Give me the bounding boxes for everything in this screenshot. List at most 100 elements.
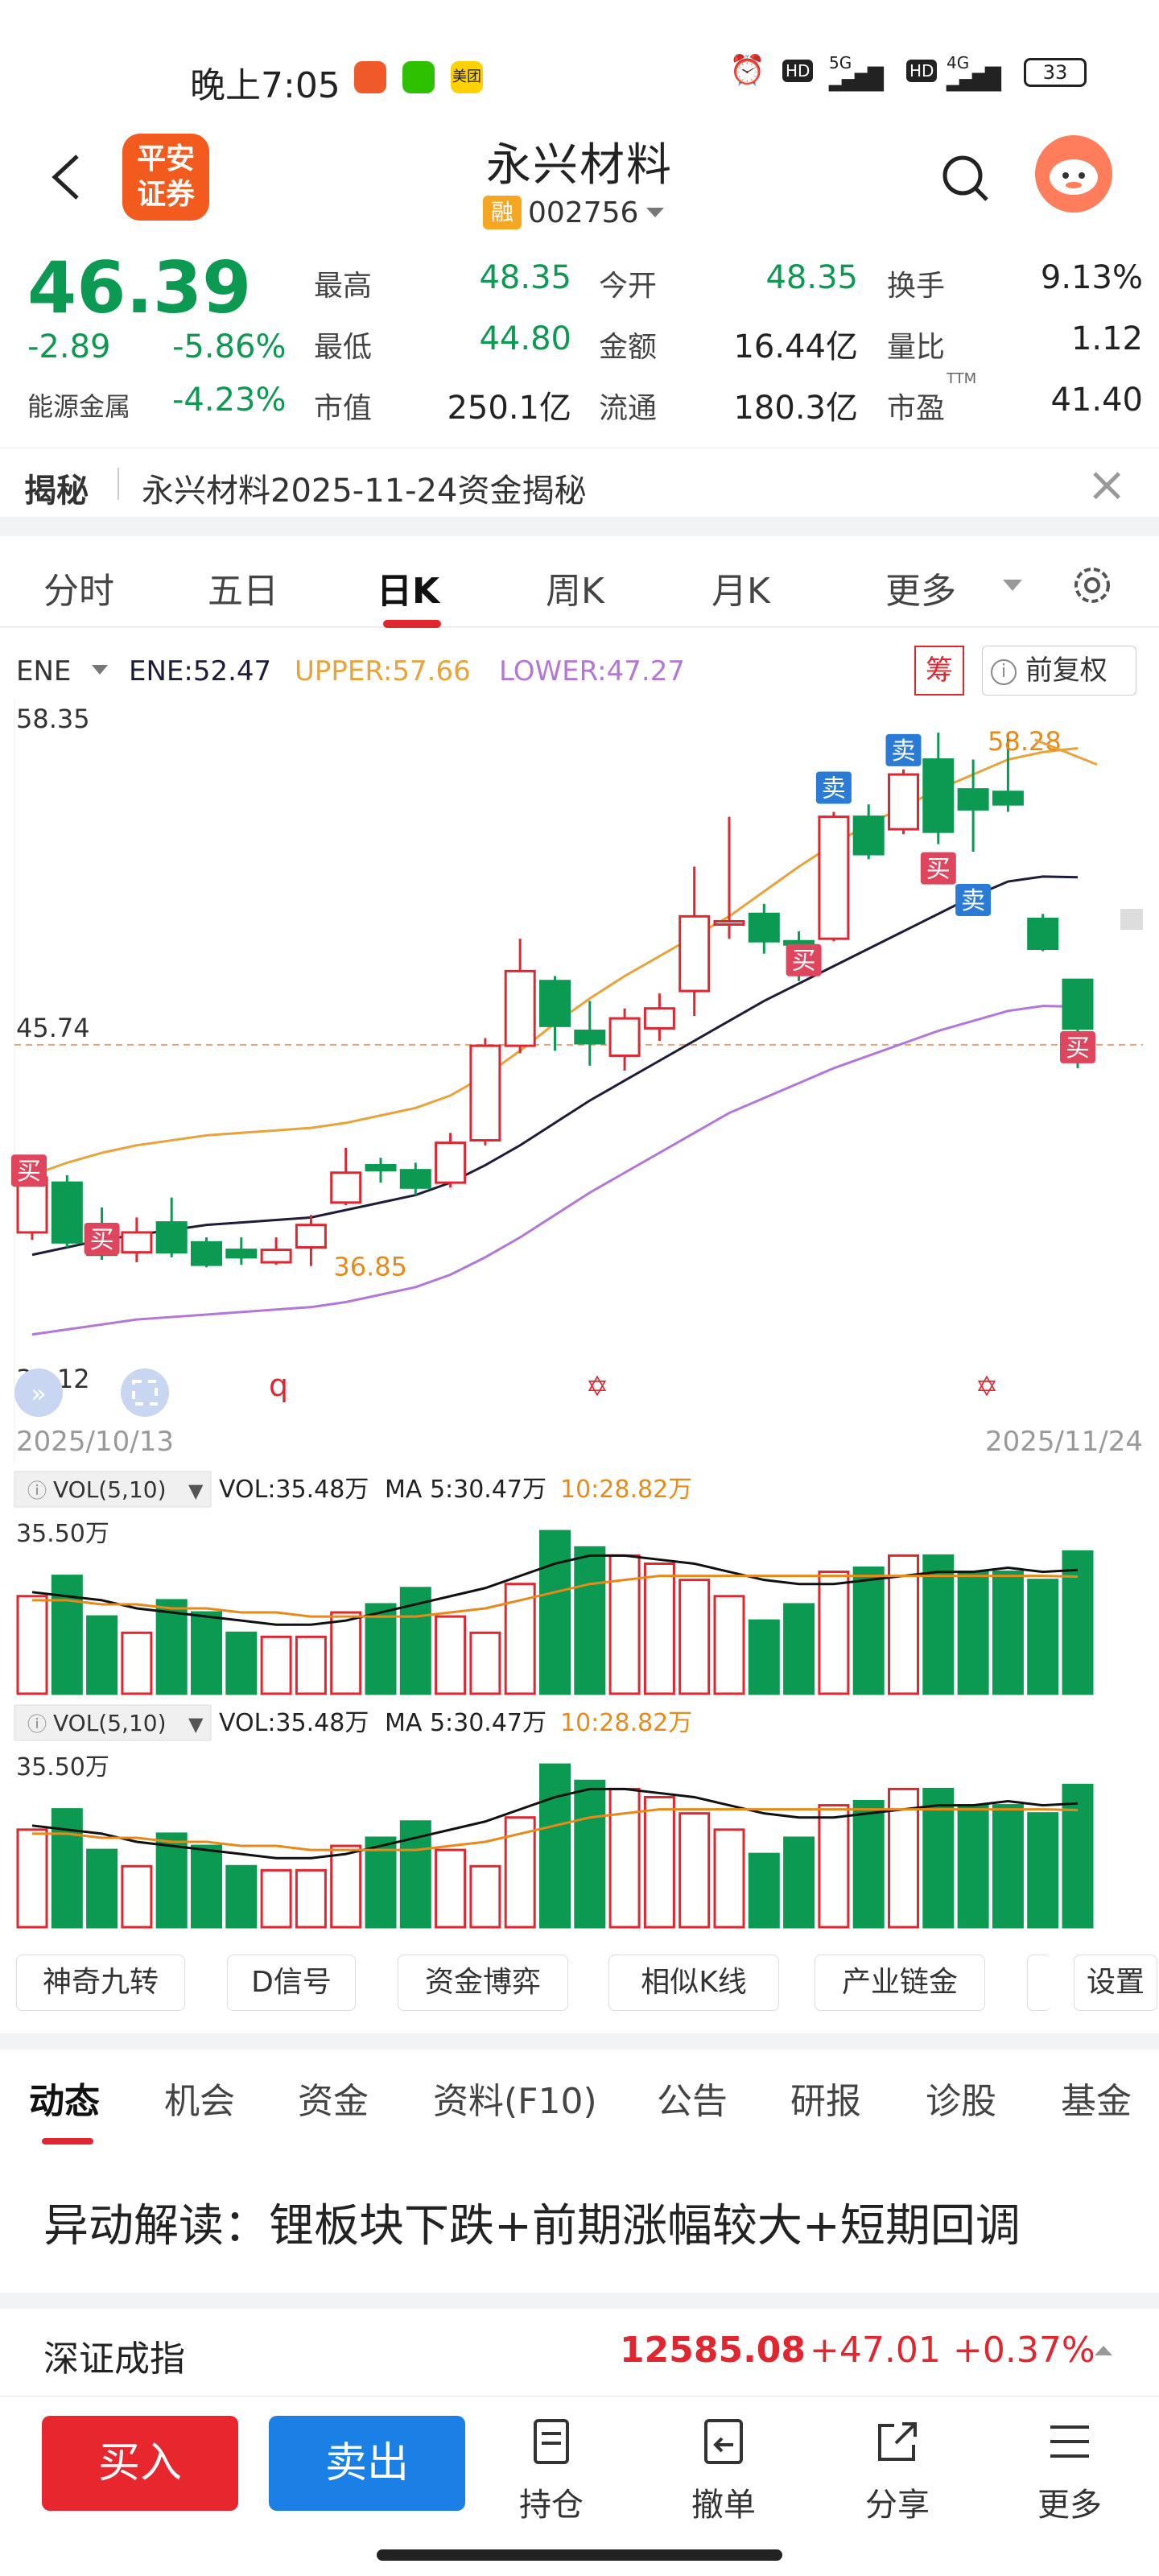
gear-icon[interactable] — [1070, 564, 1114, 607]
low-value: 44.80 — [479, 320, 571, 357]
share-button[interactable]: 分享 — [845, 2416, 950, 2525]
info-icon: ⓘ — [27, 1713, 47, 1736]
volume-ma10-line — [32, 1808, 1079, 1852]
chevron-up-icon[interactable] — [1093, 2343, 1114, 2359]
stock-name: 永兴材料 — [486, 139, 673, 192]
volume-bar — [922, 1787, 955, 1929]
quote-panel: 46.39 -2.89 -5.86% 能源金属 -4.23% 最高 48.35 … — [0, 242, 1159, 435]
volume-ma10: 10:28.82万 — [560, 1476, 692, 1504]
sector-pct: -4.23% — [172, 382, 287, 419]
volume-bar — [678, 1579, 711, 1695]
chip-overflow[interactable] — [1027, 1955, 1051, 2011]
high-value: 48.35 — [479, 259, 571, 296]
sell-button[interactable]: 卖出 — [269, 2416, 465, 2511]
tab-five-day[interactable]: 五日 — [208, 571, 278, 612]
date-start-label: 2025/10/13 — [16, 1426, 174, 1458]
cancel-order-button[interactable]: 撤单 — [671, 2416, 776, 2525]
pe-ttm-mark: TTM — [947, 370, 977, 387]
buy-button[interactable]: 买入 — [42, 2416, 238, 2511]
candle-body — [225, 1249, 258, 1259]
back-arrow-icon[interactable] — [48, 153, 84, 201]
tab-fund[interactable]: 基金 — [1061, 2081, 1132, 2122]
volume-bar — [888, 1554, 919, 1695]
chip-distribution-button[interactable]: 筹 — [914, 646, 964, 696]
tab-weekly-k[interactable]: 周K — [546, 571, 604, 612]
volume-bar — [86, 1615, 118, 1695]
volume-bar — [121, 1631, 153, 1695]
chevron-down-icon: ▼ — [188, 1480, 204, 1502]
indicator-line: ENE ENE:52.47 UPPER:57.66 LOWER:47.27 筹 … — [0, 644, 1159, 696]
volume-selector — [14, 1471, 212, 1508]
status-time: 晚上7:05 — [190, 65, 340, 106]
chip-similar-k[interactable]: 相似K线 — [608, 1955, 779, 2011]
broker-logo-line2: 证券 — [136, 178, 195, 211]
tab-announcements[interactable]: 公告 — [657, 2081, 728, 2122]
volume-bar — [51, 1808, 83, 1929]
candle-body — [399, 1169, 431, 1189]
price-marker — [1120, 909, 1143, 931]
chip-fund-game[interactable]: 资金博弈 — [398, 1955, 568, 2011]
volume-y-label: 35.50万 — [16, 1520, 109, 1548]
close-icon[interactable]: × — [1087, 456, 1128, 513]
section-gap — [0, 517, 1159, 536]
battery-icon: 33 — [1024, 58, 1087, 87]
fund-reveal-banner[interactable]: 揭秘 永兴材料2025-11-24资金揭秘 × — [0, 448, 1159, 517]
volume-bar — [574, 1546, 606, 1695]
tab-opportunity[interactable]: 机会 — [164, 2081, 235, 2122]
volume-bar — [922, 1554, 955, 1695]
tab-daily-k[interactable]: 日K — [377, 571, 440, 612]
volume-bar — [260, 1868, 292, 1929]
tab-f10[interactable]: 资料(F10) — [433, 2081, 597, 2122]
chip-d-signal[interactable]: D信号 — [227, 1955, 356, 2011]
more-button[interactable]: 更多 — [1017, 2416, 1122, 2525]
low-label: 最低 — [314, 331, 373, 364]
hd-badge: HD — [782, 60, 814, 82]
feature-chips: 神奇九转 D信号 资金博弈 相似K线 产业链金 设置 — [0, 1948, 1159, 2021]
adjust-label: 前复权 — [1025, 654, 1107, 687]
tab-more[interactable]: 更多 — [885, 571, 956, 612]
tab-news[interactable]: 动态 — [29, 2081, 100, 2122]
chevron-down-icon — [646, 208, 665, 217]
settings-chip[interactable]: 设置 — [1074, 1955, 1157, 2011]
news-headline[interactable]: 异动解读：锂板块下跌+前期涨幅较大+短期回调 — [43, 2200, 1021, 2252]
reveal-text[interactable]: 永兴材料2025-11-24资金揭秘 — [142, 473, 587, 510]
marker-q: q — [269, 1368, 288, 1403]
indicator-name[interactable]: ENE — [16, 655, 72, 687]
avatar[interactable] — [1035, 135, 1112, 213]
tab-intraday[interactable]: 分时 — [43, 571, 114, 612]
index-ticker[interactable]: 深证成指 12585.08 +47.01 +0.37% — [0, 2310, 1159, 2391]
volume-bar — [992, 1571, 1024, 1695]
volume-bar — [191, 1611, 222, 1695]
sector-name[interactable]: 能源金属 — [27, 391, 131, 422]
candle-body — [852, 815, 885, 856]
tab-funds[interactable]: 资金 — [298, 2081, 369, 2122]
candle-body — [992, 791, 1024, 806]
amount-label: 金额 — [599, 331, 658, 364]
holdings-button[interactable]: 持仓 — [499, 2416, 604, 2525]
search-icon[interactable] — [940, 153, 992, 204]
signal-icon-2: ▂▄▆█ — [947, 68, 1001, 92]
open-label: 今开 — [599, 270, 658, 303]
volume-bar — [748, 1619, 780, 1695]
kline-chart[interactable]: 58.3545.7433.1258.2836.85买买买卖卖买卖买»q✡✡202… — [0, 699, 1159, 1463]
signal-badge — [786, 943, 822, 976]
volume-value: VOL:35.48万 — [219, 1476, 369, 1504]
volume-ma5: MA 5:30.47万 — [385, 1709, 547, 1737]
date-end-label: 2025/11/24 — [985, 1426, 1143, 1458]
chip-industry-chain[interactable]: 产业链金 — [815, 1955, 985, 2011]
cancel-order-label: 撤单 — [691, 2487, 756, 2524]
candle-body — [51, 1181, 83, 1244]
chip-magic-nine[interactable]: 神奇九转 — [16, 1955, 185, 2011]
tab-monthly-k[interactable]: 月K — [711, 571, 770, 612]
volume-bar — [330, 1611, 362, 1695]
volume-bar — [1062, 1783, 1094, 1929]
stock-code-row[interactable]: 融 002756 — [483, 195, 666, 230]
high-annotation: 58.28 — [988, 726, 1062, 757]
tab-diagnose[interactable]: 诊股 — [926, 2081, 996, 2122]
volume-chart-1[interactable]: ⓘ VOL(5,10) ▼ VOL:35.48万 MA 5:30.47万 10:28.82… — [0, 1467, 1159, 1700]
stock-code: 002756 — [528, 196, 639, 229]
adjust-button[interactable]: i 前复权 — [982, 646, 1136, 696]
volume-chart-2[interactable]: ⓘ VOL(5,10) ▼ VOL:35.48万 MA 5:30.47万 10:28.82… — [0, 1700, 1159, 1934]
broker-logo[interactable]: 平安 证券 — [122, 134, 209, 221]
tab-research[interactable]: 研报 — [790, 2081, 861, 2122]
